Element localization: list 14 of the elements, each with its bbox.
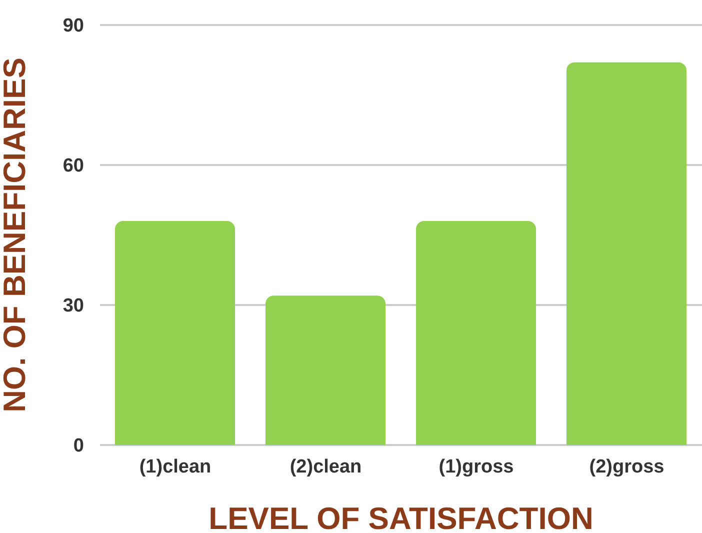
y-tick-label: 90 (62, 16, 84, 37)
bar (115, 221, 235, 445)
bar (566, 62, 686, 445)
y-tick-label: 0 (73, 436, 84, 457)
x-axis-title: LEVEL OF SATISFACTION (208, 501, 594, 533)
x-tick-label: (2)clean (290, 456, 362, 478)
bar (416, 221, 536, 445)
y-axis-title: NO. OF BENEFICIARIES (0, 58, 32, 412)
bar (266, 296, 386, 445)
y-tick-label: 30 (62, 296, 84, 317)
x-tick-label: (2)gross (589, 456, 664, 478)
x-tick-label: (1)clean (139, 456, 212, 478)
x-tick-label: (1)gross (438, 456, 514, 478)
y-tick-label: 60 (62, 156, 84, 177)
